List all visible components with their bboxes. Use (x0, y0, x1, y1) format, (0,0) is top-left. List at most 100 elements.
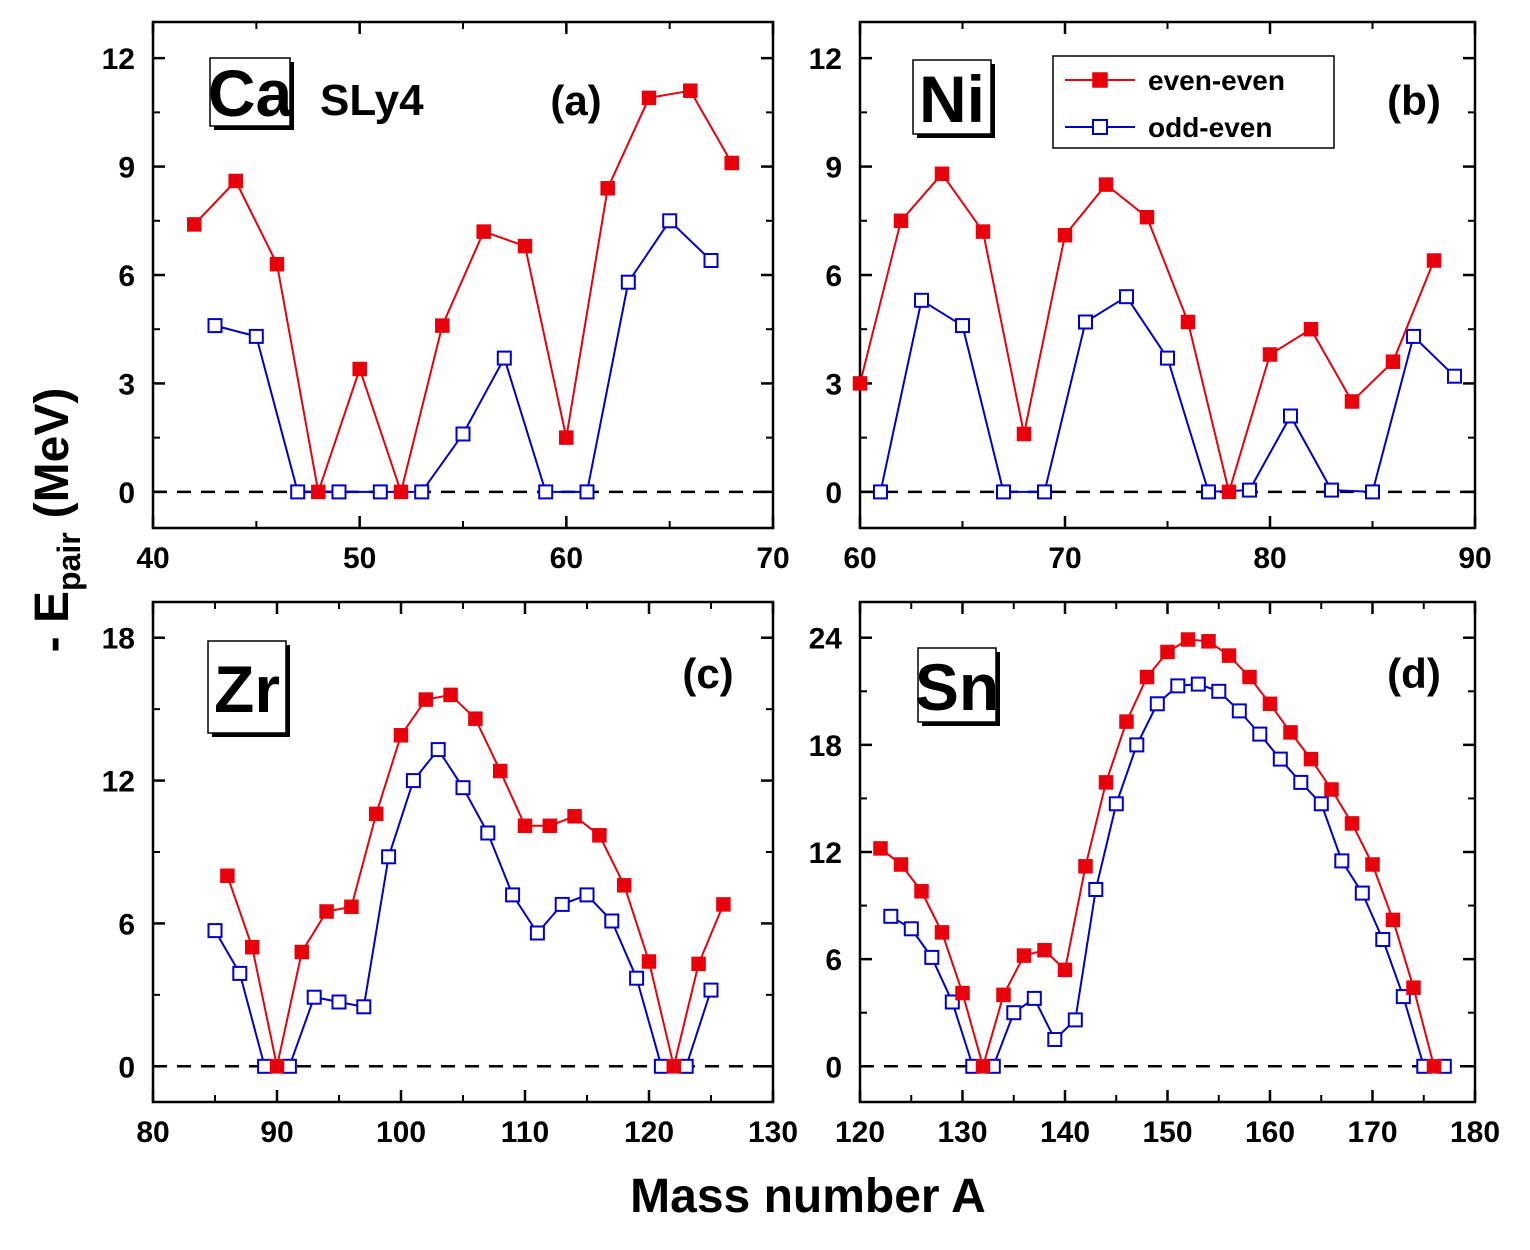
panel-d-odd-even-point (1129, 737, 1145, 753)
panel-b-odd-even-point (1119, 289, 1134, 305)
panel-d-odd-even-point (1375, 932, 1391, 947)
legend-even-even-marker (1092, 72, 1108, 88)
panel-a-label: (a) (550, 77, 601, 124)
panel-d-odd-even-point (903, 921, 919, 937)
panel-a-even-even-point (559, 430, 574, 445)
panel-d-odd-even-point (1149, 696, 1165, 712)
panel-d-even-even-point (1283, 725, 1298, 740)
panel-b-y-tick-label: 0 (825, 477, 842, 510)
panel-c-odd-even-point (331, 994, 347, 1010)
panel-c-odd-even-point (678, 1058, 694, 1074)
panel-b-even-even-point (934, 166, 950, 182)
panel-c-even-even-point (344, 899, 359, 915)
panel-d-even-even-point (1365, 857, 1380, 872)
panel-c-even-even-point (592, 828, 607, 843)
panel-d-odd-even-point (1088, 882, 1104, 897)
y-axis-title-unit: (MeV) (26, 388, 79, 519)
x-axis-title: Mass number A (630, 1170, 986, 1223)
panel-a-even-even-point (269, 256, 285, 272)
panel-c-even-even-point (269, 1059, 285, 1074)
panel-c-odd-even-point (306, 989, 322, 1005)
legend-even-even-label: even-even (1148, 65, 1285, 96)
panel-c-odd-even-point (703, 982, 719, 998)
panel-c-zr: 80 90 100 110 120 130 0 6 12 18 Zr (c) (102, 600, 798, 1149)
panel-d-odd-even-point (1293, 774, 1309, 790)
panel-c-y-tick-label: 6 (118, 908, 135, 941)
panel-b-odd-even-point (1160, 350, 1175, 366)
panel-d-odd-even-point (883, 908, 899, 924)
panel-d-label: (d) (1387, 650, 1441, 697)
panel-b-even-even-point (975, 224, 991, 239)
panel-a-y-tick-label: 0 (118, 477, 135, 510)
panel-a-x-tick-label: 60 (550, 542, 583, 575)
panel-b-even-even-point (1303, 321, 1319, 337)
panel-d-odd-even-point (1026, 990, 1042, 1006)
panel-d-x-tick-label: 160 (1245, 1116, 1295, 1149)
panel-b-even-even-point (893, 213, 909, 229)
panel-c-x-tick-label: 120 (624, 1116, 674, 1149)
panel-d-odd-even-point (1108, 796, 1124, 812)
panel-d-x-tick-label: 180 (1450, 1116, 1500, 1149)
panel-b-even-even-point (1344, 394, 1360, 409)
panel-c-odd-even-point (455, 780, 471, 796)
panel-c-y-tick-label: 12 (102, 766, 135, 799)
panel-c-x-tick-label: 110 (501, 1116, 549, 1149)
panel-a-odd-even-point (579, 484, 595, 500)
panel-b-odd-even-point (996, 484, 1011, 500)
panel-c-element-text: Zr (214, 652, 280, 726)
panel-c-even-even-point (641, 954, 657, 969)
panel-b-odd-even-point (1037, 484, 1052, 500)
panel-d-even-even-line (879, 638, 1435, 1070)
y-axis-title-main: - E (26, 591, 79, 652)
panel-c-odd-even-point (629, 970, 645, 986)
panel-c-even-even-point (468, 711, 483, 726)
panel-d-even-even-point (914, 884, 929, 899)
panel-d-odd-even-point (1252, 726, 1268, 742)
panel-c-odd-even-point (281, 1058, 297, 1074)
panel-d-even-even-point (873, 841, 888, 856)
panel-b-even-even-point (1057, 227, 1073, 243)
panel-c-even-even-point (294, 944, 310, 960)
panel-d-even-even-point (1426, 1059, 1442, 1074)
panel-b-odd-even-point (1365, 484, 1380, 500)
panel-d-even-even-point (1119, 714, 1134, 729)
panel-c-even-even-point (542, 818, 558, 834)
panel-a-odd-even-point (331, 484, 347, 500)
panel-b-x-tick-label: 80 (1253, 542, 1286, 575)
panel-a-odd-even-point (455, 426, 471, 442)
panel-a-even-even-point (476, 224, 491, 239)
panel-d-even-even-point (1324, 782, 1339, 797)
panel-b-even-even-point (1262, 347, 1278, 362)
panel-b-even-even-point (1385, 354, 1401, 369)
panel-b-x-tick-label: 60 (843, 542, 876, 575)
panel-d-x-tick-label: 120 (835, 1116, 885, 1149)
panel-c-odd-even-point (579, 887, 595, 903)
panel-b-even-even-point (1180, 314, 1196, 330)
panel-a-odd-even-point (662, 213, 678, 229)
legend: even-even odd-even (1052, 55, 1335, 149)
panel-c-even-even-point (244, 939, 260, 955)
panel-c-even-even-point (492, 763, 508, 779)
panel-c-odd-even-point (505, 887, 521, 903)
panel-a-ca: 40 50 60 70 0 3 6 9 12 Ca SLy4 (a) (102, 20, 790, 575)
panel-d-odd-even-point (1354, 885, 1370, 901)
panel-d-even-even-point (893, 857, 909, 872)
panel-c-even-even-point (517, 818, 533, 834)
panel-a-y-tick-label: 3 (118, 368, 135, 401)
panel-d-odd-even-point (1231, 703, 1247, 719)
y-axis-title: - Epair (MeV) (26, 388, 87, 653)
panel-c-element-label: Zr (207, 640, 290, 737)
panel-d-even-even-point (1385, 912, 1401, 928)
panel-d-even-even-point (1139, 669, 1155, 685)
panel-a-even-even-point (517, 238, 533, 254)
panel-a-even-even-point (600, 181, 615, 196)
panel-b-y-tick-label: 3 (825, 368, 842, 401)
panel-c-y-tick-label: 0 (118, 1051, 135, 1084)
panel-d-even-even-point (1201, 634, 1216, 649)
y-axis-title-subscript: pair (51, 532, 87, 591)
panel-a-y-tick-label: 6 (118, 260, 135, 293)
panel-d-odd-even-point (1190, 676, 1206, 692)
panel-b-even-even-point (852, 376, 868, 391)
panel-a-odd-even-point (496, 350, 512, 366)
